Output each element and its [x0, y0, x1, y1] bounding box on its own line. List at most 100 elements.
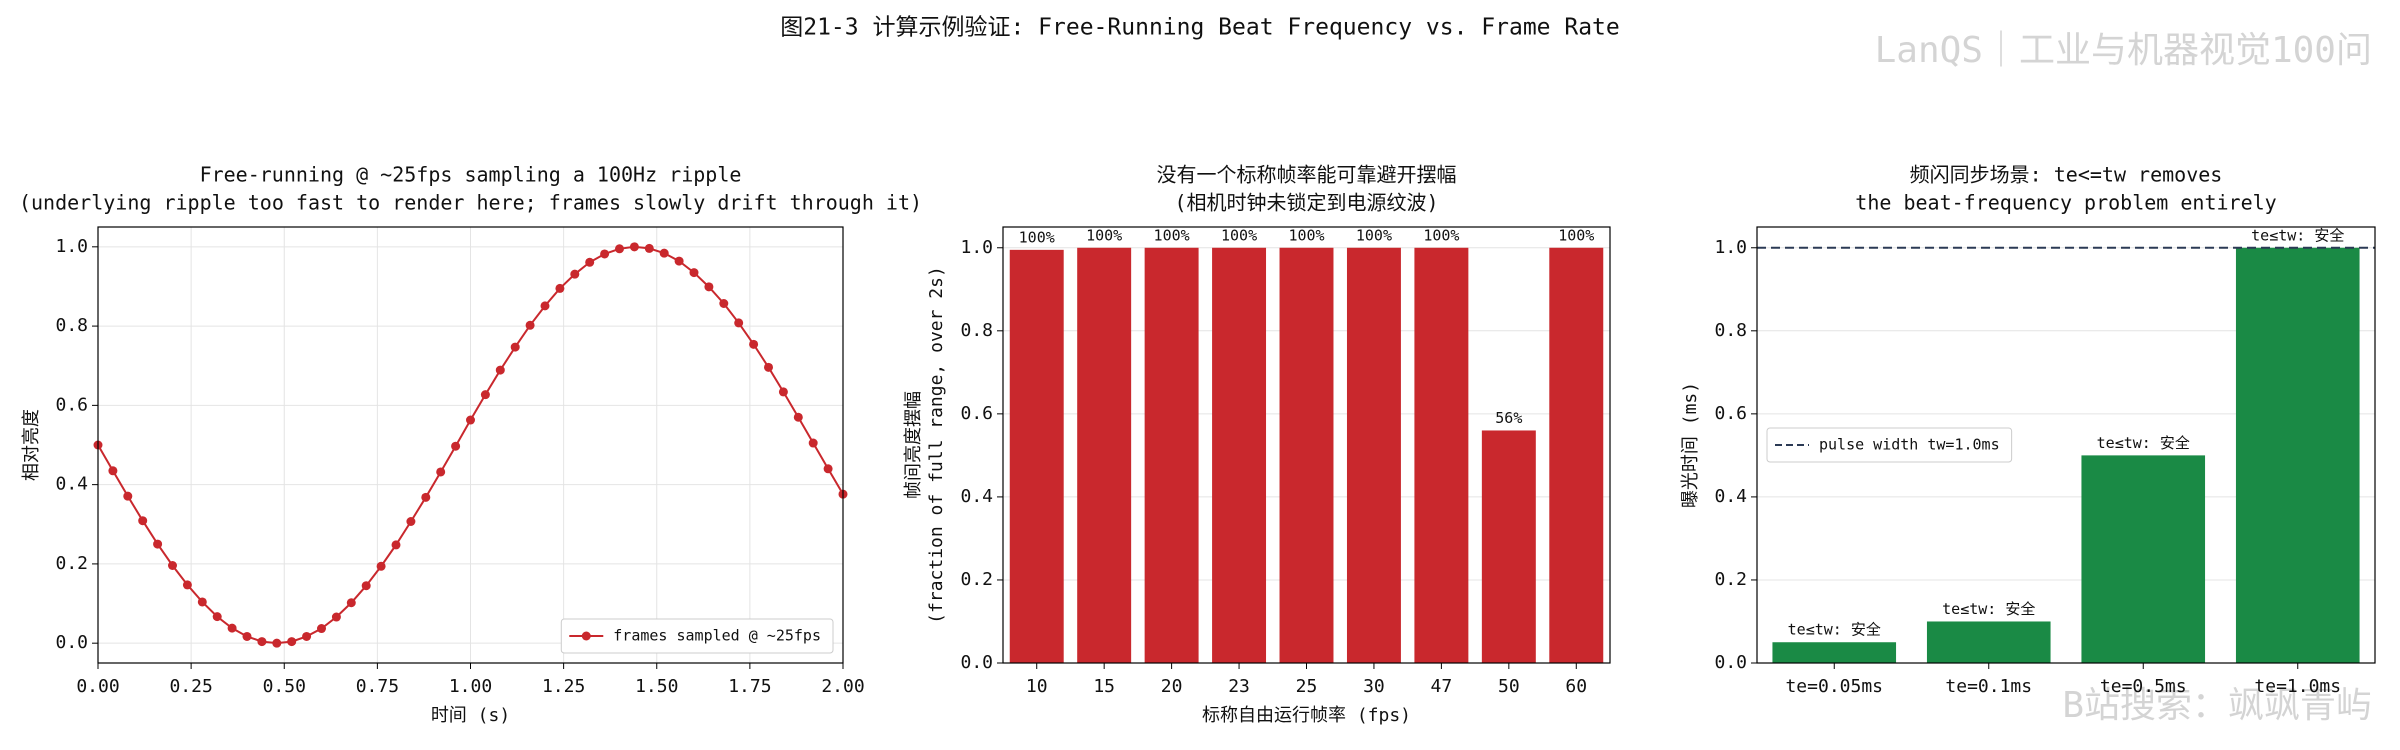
x-axis-label: 时间 (s) — [431, 705, 510, 726]
point — [674, 256, 684, 266]
point — [480, 390, 490, 400]
x-tick-label: te=0.1ms — [1945, 676, 2032, 697]
x-tick-label: 47 — [1431, 676, 1453, 697]
bar — [1077, 247, 1132, 663]
legend: frames sampled @ ~25fps — [560, 618, 834, 654]
y-tick-label: 0.0 — [55, 632, 88, 653]
x-tick-label: 2.00 — [821, 676, 864, 697]
point — [525, 320, 535, 330]
value-label: 100% — [1154, 226, 1190, 244]
point — [585, 257, 595, 267]
legend-box — [560, 618, 834, 654]
point — [257, 637, 267, 647]
point — [317, 624, 326, 634]
bar — [1481, 430, 1536, 663]
y-tick-label: 1.0 — [960, 237, 993, 258]
chart-title: the beat-frequency problem entirely — [1855, 191, 2276, 215]
bar — [1926, 621, 2051, 663]
point — [615, 244, 624, 254]
legend-label: pulse width tw=1.0ms — [1819, 436, 2000, 454]
point — [749, 339, 759, 349]
point — [182, 580, 192, 590]
x-tick-label: 0.50 — [263, 676, 306, 697]
point — [361, 581, 371, 591]
value-label: 100% — [1019, 228, 1055, 246]
x-axis-label: 标称自由运行帧率 (fps) — [1202, 705, 1411, 726]
y-axis-label: (fraction of full range, over 2s) — [926, 266, 947, 624]
point — [600, 249, 610, 259]
bar — [2081, 455, 2206, 663]
x-tick-label: te=0.5ms — [2100, 676, 2187, 697]
x-tick-label: 25 — [1296, 676, 1318, 697]
y-axis-label: 曝光时间 (ms) — [1680, 382, 1701, 508]
x-tick-label: 1.75 — [728, 676, 771, 697]
x-tick-label: 1.50 — [635, 676, 678, 697]
x-tick-label: 0.00 — [76, 676, 119, 697]
chart-title: 没有一个标称帧率能可靠避开摆幅 — [1157, 163, 1457, 187]
point — [808, 438, 818, 448]
point — [451, 441, 461, 451]
point — [302, 631, 312, 641]
bar — [1009, 249, 1064, 664]
value-label: 56% — [1495, 409, 1522, 427]
bar — [1414, 247, 1469, 663]
x-tick-label: 10 — [1026, 676, 1048, 697]
chart-title: (underlying ripple too fast to render he… — [19, 191, 922, 215]
value-label: 100% — [1558, 226, 1594, 244]
bar — [1772, 642, 1897, 663]
point — [466, 415, 475, 425]
bar — [2235, 247, 2360, 663]
axes-frame — [97, 226, 844, 664]
legend: pulse width tw=1.0ms — [1766, 427, 2013, 463]
point — [227, 623, 237, 633]
y-tick-label: 0.8 — [960, 320, 993, 341]
y-tick-label: 0.2 — [55, 553, 88, 574]
point — [391, 540, 401, 550]
point — [346, 598, 356, 608]
bar — [1279, 247, 1334, 663]
point — [108, 466, 118, 476]
x-tick-label: te=1.0ms — [2254, 676, 2341, 697]
y-tick-label: 0.4 — [960, 486, 993, 507]
x-tick-label: te=0.05ms — [1785, 676, 1883, 697]
point — [555, 283, 565, 293]
x-tick-label: 1.00 — [449, 676, 492, 697]
axes-frame — [1756, 226, 2376, 664]
y-tick-label: 0.0 — [960, 652, 993, 673]
value-label: 100% — [1423, 226, 1459, 244]
point — [436, 467, 446, 477]
y-tick-label: 0.2 — [1714, 569, 1747, 590]
chart-title: (相机时钟未锁定到电源纹波) — [1174, 191, 1438, 215]
point — [153, 539, 163, 549]
x-tick-label: 1.25 — [542, 676, 585, 697]
point — [689, 268, 699, 278]
point — [123, 491, 133, 501]
point — [212, 612, 222, 622]
point — [570, 269, 580, 279]
y-tick-label: 0.6 — [55, 394, 88, 415]
bar — [1212, 247, 1267, 663]
point — [823, 464, 833, 474]
y-tick-label: 0.0 — [1714, 652, 1747, 673]
point — [331, 612, 341, 622]
point — [719, 298, 729, 308]
x-tick-label: 0.25 — [169, 676, 212, 697]
point — [734, 318, 744, 328]
footer-watermark: B站搜索：飒飒青屿 — [2062, 685, 2372, 726]
point — [778, 387, 788, 397]
legend-marker — [581, 631, 591, 641]
point — [376, 561, 386, 571]
y-axis-label: 帧间亮度摆幅 — [903, 391, 924, 499]
y-tick-label: 0.4 — [55, 474, 88, 495]
x-tick-label: 23 — [1228, 676, 1250, 697]
y-tick-label: 1.0 — [55, 236, 88, 257]
chart-title: Free-running @ ~25fps sampling a 100Hz r… — [200, 163, 742, 187]
point — [168, 560, 177, 570]
value-label: te≤tw: 安全 — [2097, 434, 2190, 452]
value-label: te≤tw: 安全 — [2251, 226, 2344, 244]
value-label: te≤tw: 安全 — [1942, 600, 2035, 618]
x-tick-label: 0.75 — [356, 676, 399, 697]
point — [659, 248, 669, 258]
figure-title: 图21-3 计算示例验证: Free-Running Beat Frequenc… — [780, 15, 1620, 41]
